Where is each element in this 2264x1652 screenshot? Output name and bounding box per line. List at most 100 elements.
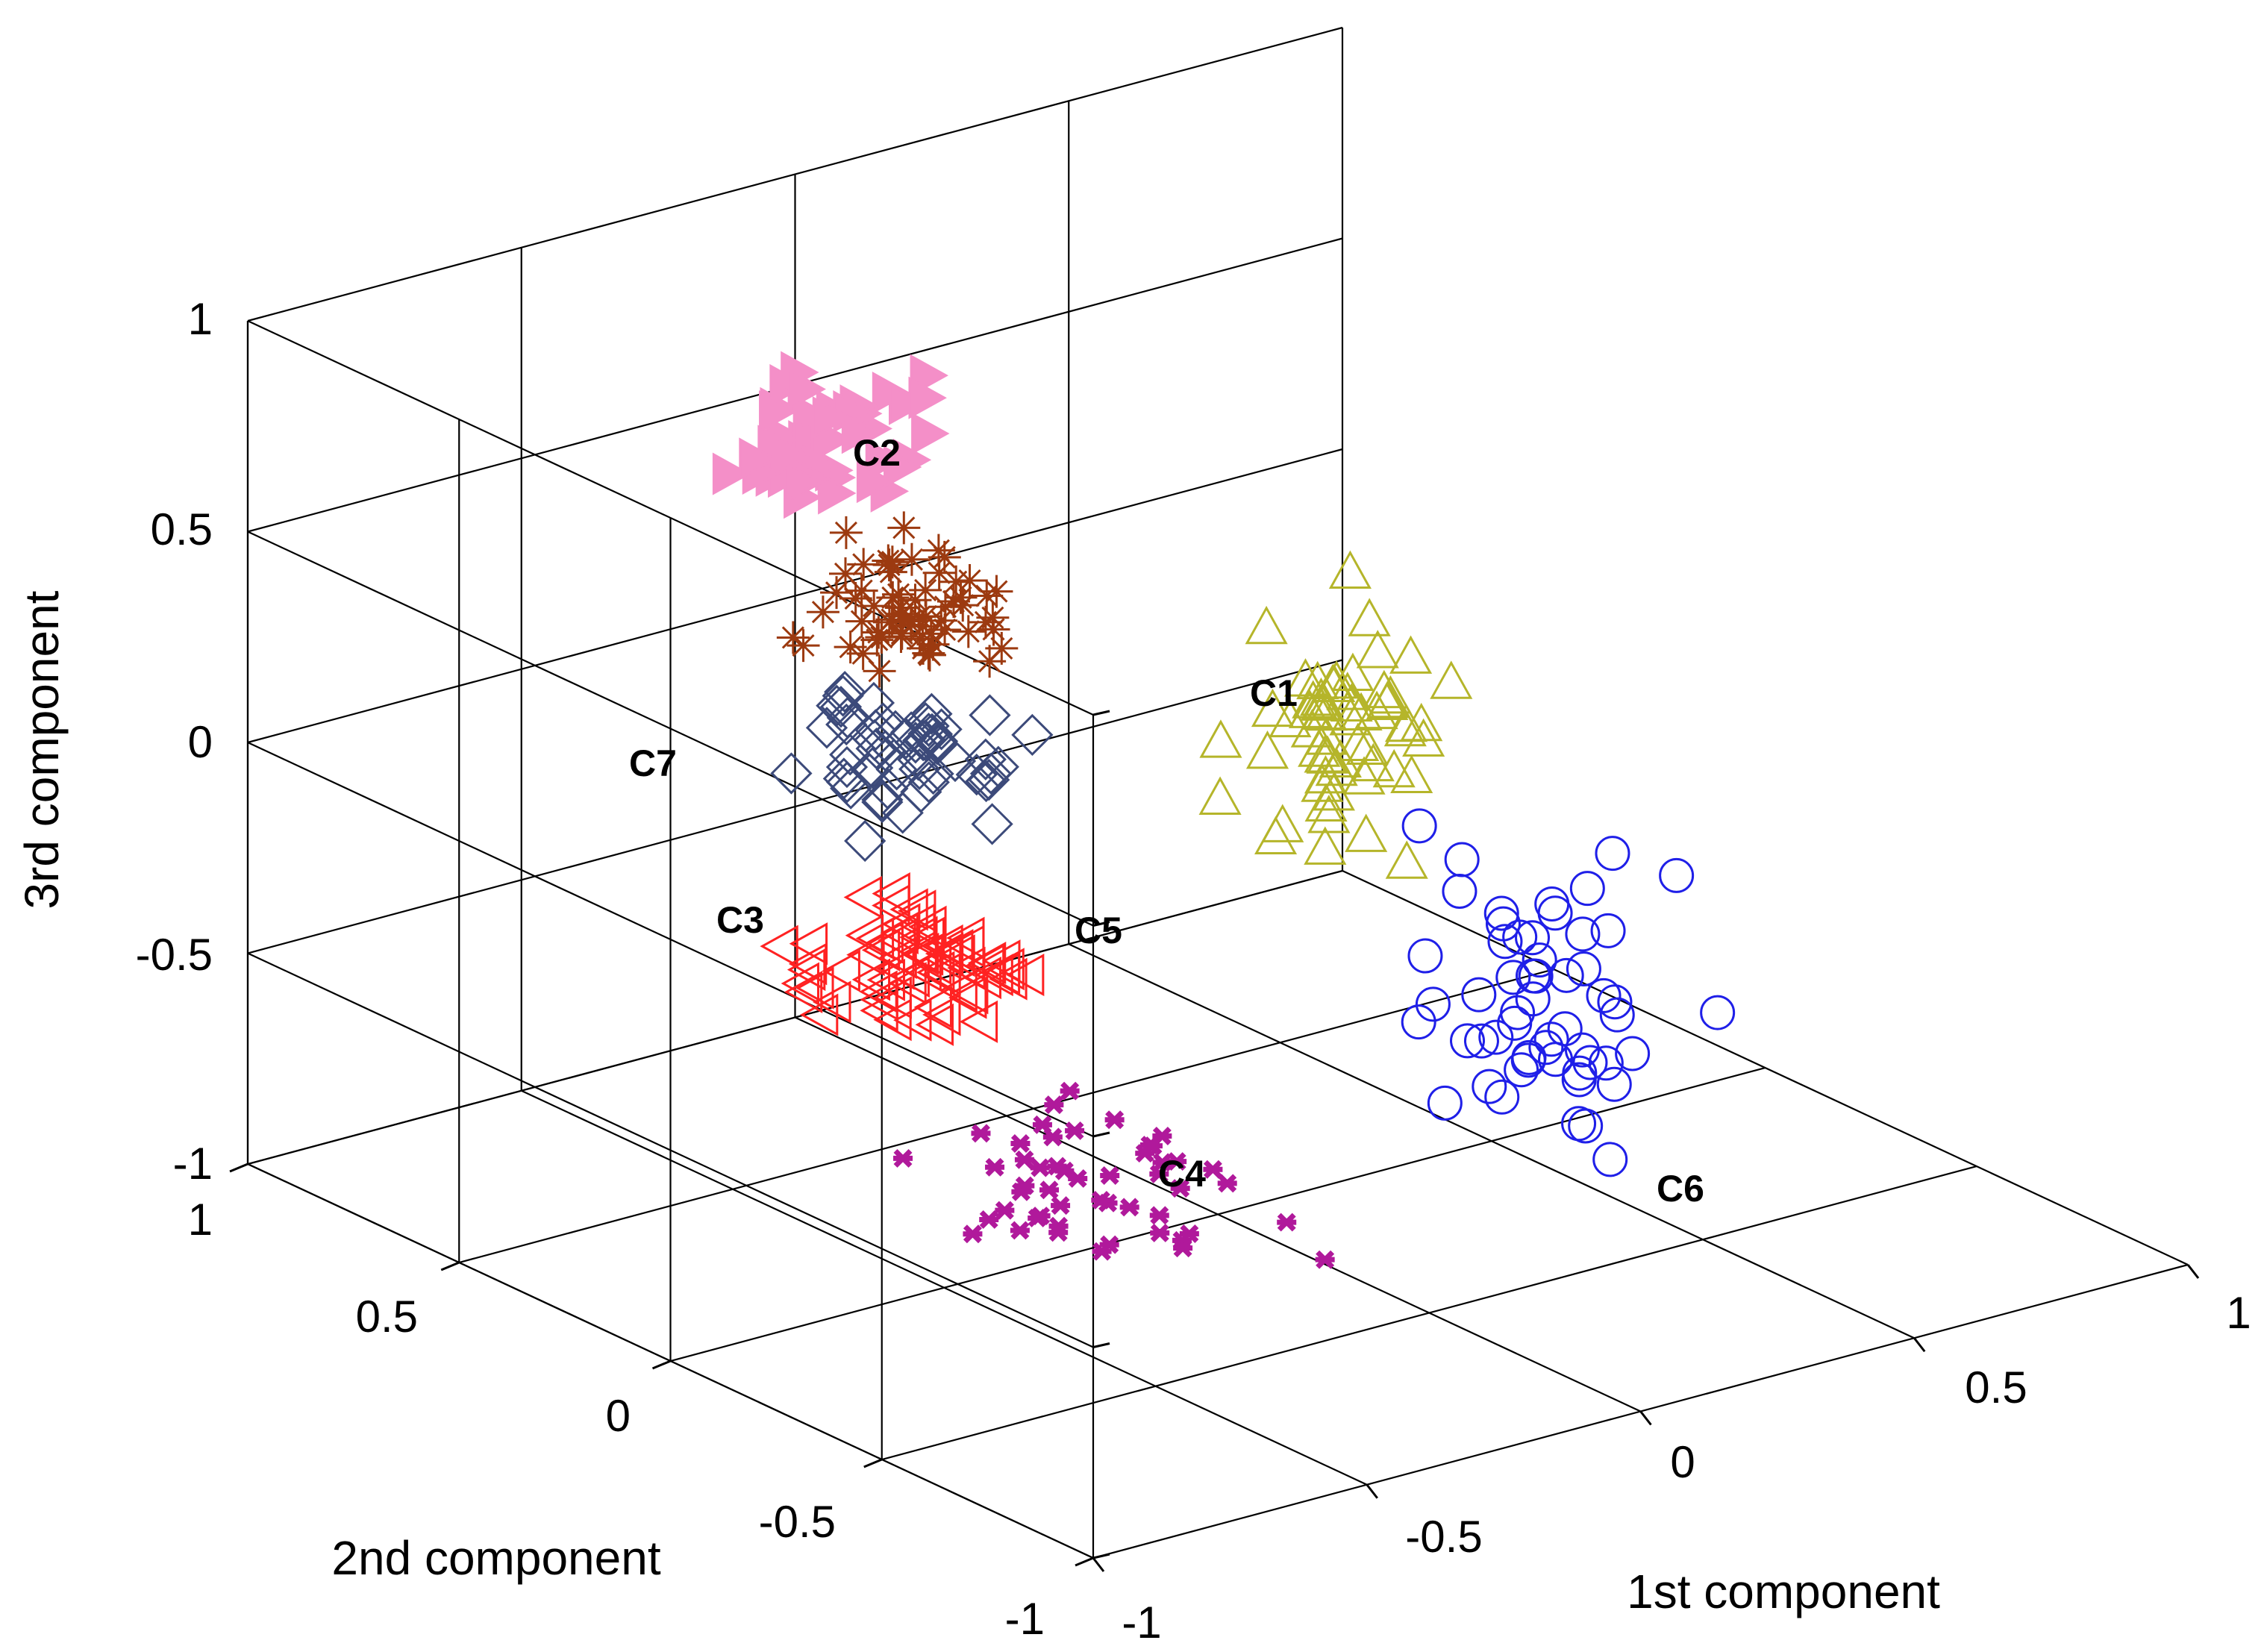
data-point [739,437,778,481]
data-point [822,675,864,717]
data-point [936,585,970,619]
data-point [799,993,839,1036]
data-point [969,605,1002,639]
data-point [1245,730,1289,769]
data-point [857,589,891,623]
data-point [1615,1036,1651,1071]
right-wall-grid-line [247,26,1343,322]
data-point [851,958,891,1001]
x-tick-label: 1 [2226,1288,2251,1338]
data-point [825,703,868,746]
data-point [1407,938,1443,974]
data-point [881,903,921,946]
data-point [1047,1157,1067,1176]
data-point [1010,1134,1031,1153]
data-point [846,933,885,977]
data-point [824,671,866,713]
data-point [1290,709,1333,748]
data-point [1518,958,1554,994]
data-point [908,376,947,419]
data-point [876,947,915,990]
data-point [760,924,798,968]
data-point [825,745,869,789]
data-point [1150,1223,1170,1242]
data-point [829,516,863,549]
z-tick-mark [1092,921,1110,927]
data-point [889,382,928,425]
data-point [1400,702,1443,742]
data-point [1483,895,1519,931]
data-point [897,903,936,946]
data-point [1139,1136,1160,1155]
x-tick-label: 0.5 [1965,1362,2027,1412]
data-point [980,575,1013,608]
data-point [812,396,851,439]
data-point [939,565,973,598]
data-point [1569,871,1605,907]
data-point [1100,1166,1120,1185]
data-point [1313,663,1356,702]
data-point [1565,916,1601,952]
data-point [989,957,1028,1001]
x-tick-mark [1913,1337,1926,1353]
data-point [1390,754,1433,794]
data-point [1065,1121,1085,1140]
data-point [944,581,978,614]
data-point [1372,748,1416,788]
data-point [1300,682,1343,721]
series-c1 [1198,550,1473,879]
data-point [1306,735,1349,774]
data-point [1515,981,1551,1017]
cluster-label-c7: C7 [629,742,677,784]
data-point [907,631,940,665]
data-point [856,460,895,504]
data-point [1450,1023,1486,1059]
data-point [953,564,986,598]
data-point [898,748,941,790]
z-tick-mark [1092,1131,1110,1138]
series-c2 [712,351,950,519]
data-point [916,628,950,661]
data-point [1254,816,1298,855]
y-tick-label: 0 [606,1391,631,1441]
data-point [865,621,898,654]
z-tick-mark [1092,1553,1110,1559]
data-point [912,752,954,795]
data-point [1292,680,1335,719]
axis-titles: 3rd component 2nd component 1st componen… [15,590,1940,1618]
data-point [1356,630,1399,669]
cluster-label-c3: C3 [716,899,764,941]
floor-grid-line [1068,943,1915,1339]
data-point [936,934,975,977]
data-point [874,555,907,589]
data-point [964,738,1007,780]
data-point [1251,688,1295,728]
data-point [950,972,989,1015]
data-point [822,949,860,992]
data-point [860,623,894,657]
data-point [1044,1095,1064,1115]
data-point [887,511,921,545]
data-point [946,916,985,960]
data-point [966,943,1005,986]
data-point [1319,739,1362,777]
data-point [909,599,942,633]
y-tick-mark [863,1458,883,1468]
data-point [712,452,751,495]
data-point [1484,1079,1520,1115]
data-point [829,733,872,776]
data-point [834,631,867,664]
data-point [895,542,928,576]
series-c5 [760,872,1045,1046]
data-point [787,948,826,992]
data-point [1304,783,1348,822]
data-point [971,803,1013,845]
y-tick-mark [651,1360,672,1370]
data-point [1442,873,1477,909]
data-point [1485,906,1521,942]
z-tick-label: -1 [173,1139,213,1189]
data-point [805,707,848,749]
data-point [886,597,920,631]
x-tick-label: 0 [1670,1437,1695,1487]
data-point [806,595,839,629]
